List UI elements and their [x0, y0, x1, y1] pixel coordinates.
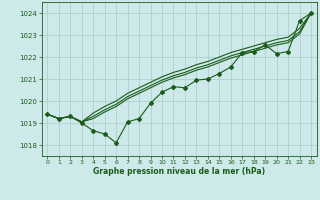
- X-axis label: Graphe pression niveau de la mer (hPa): Graphe pression niveau de la mer (hPa): [93, 167, 265, 176]
